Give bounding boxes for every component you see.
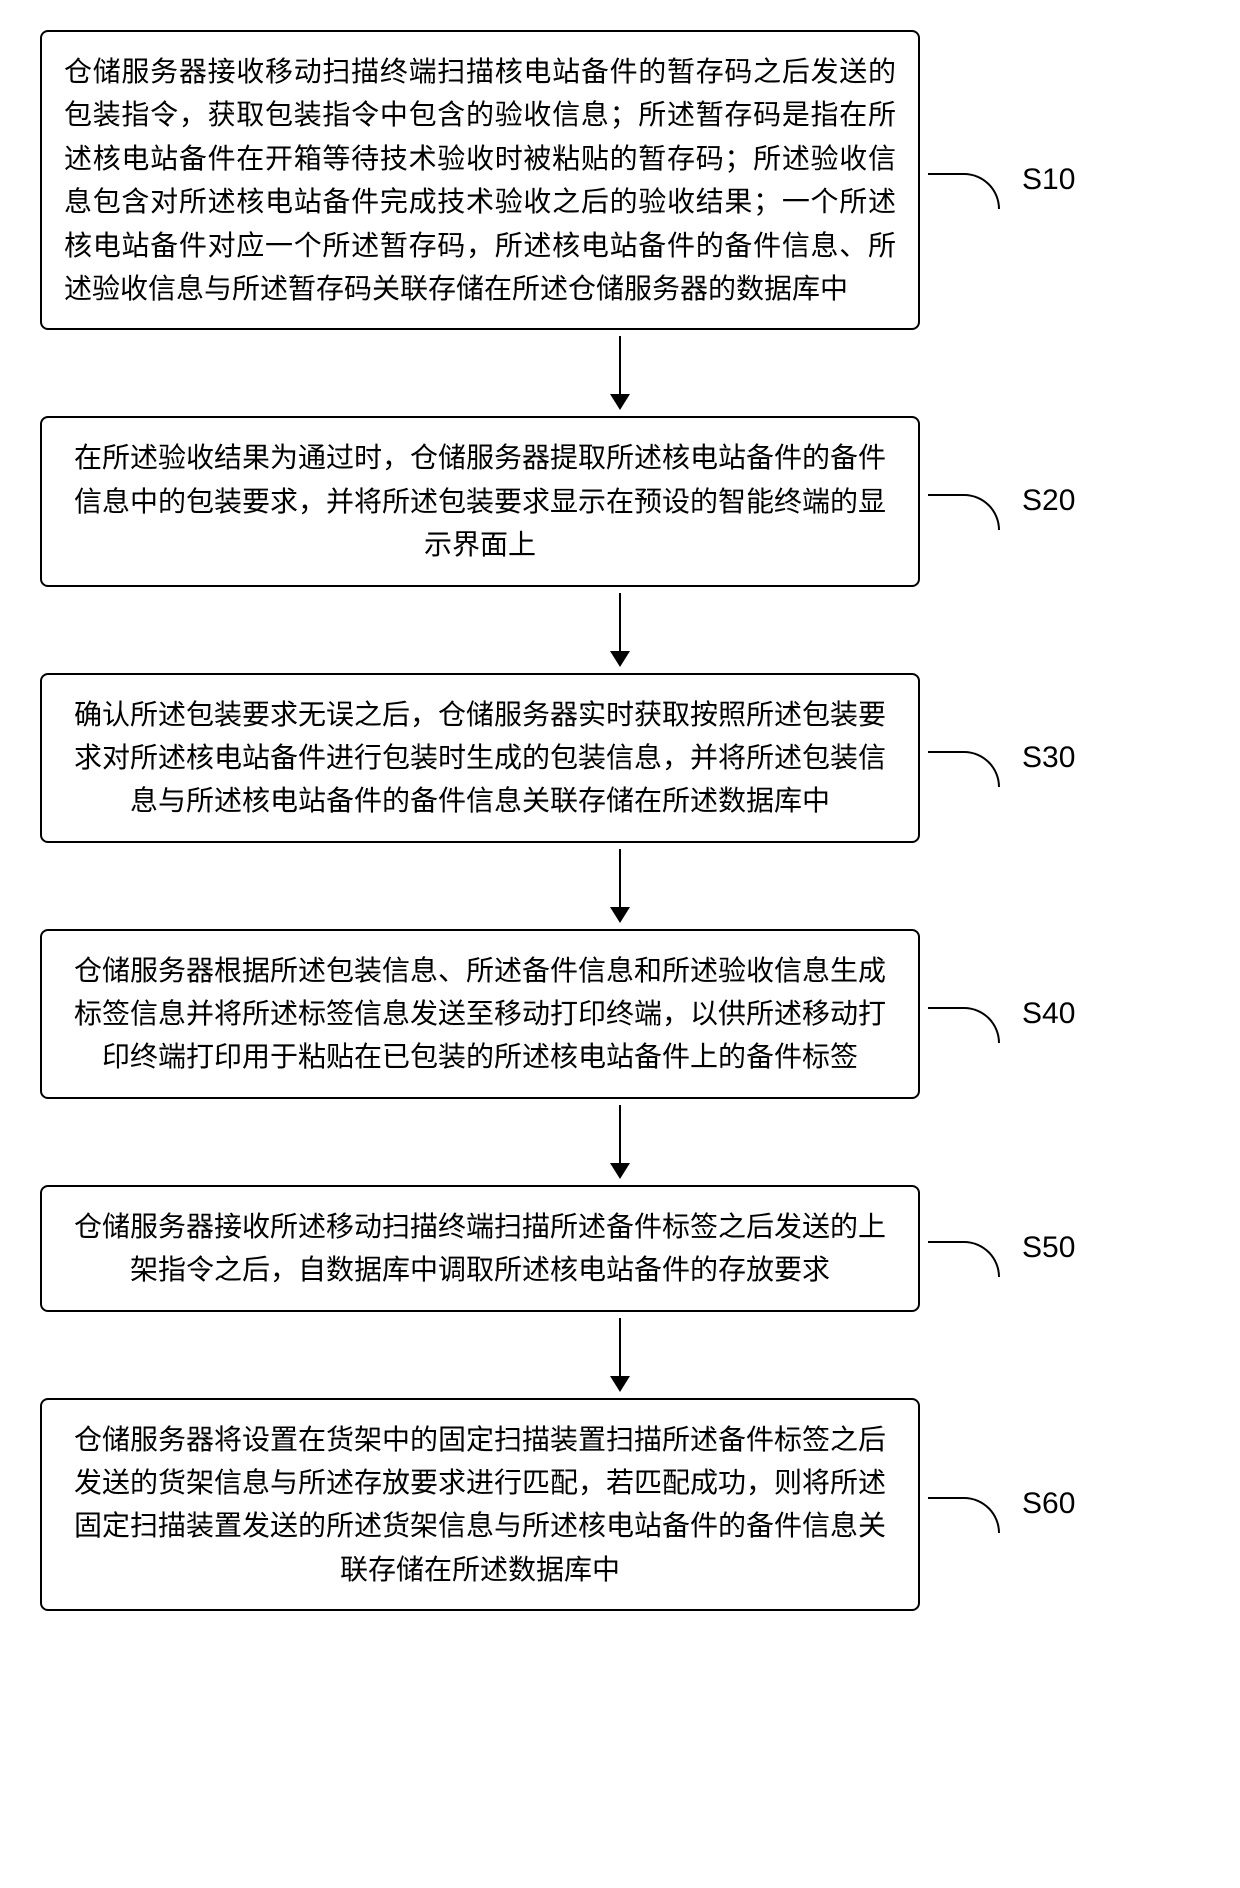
label-link-s50: S50 [928, 1219, 1075, 1277]
label-link-s20: S20 [928, 472, 1075, 530]
bracket-curve [928, 1241, 1000, 1277]
step-row-s40: 仓储服务器根据所述包装信息、所述备件信息和所述验收信息生成标签信息并将所述标签信… [40, 929, 1200, 1099]
step-box-s40: 仓储服务器根据所述包装信息、所述备件信息和所述验收信息生成标签信息并将所述标签信… [40, 929, 920, 1099]
step-box-s20: 在所述验收结果为通过时，仓储服务器提取所述核电站备件的备件信息中的包装要求，并将… [40, 416, 920, 586]
bracket-curve [928, 1497, 1000, 1533]
step-label-s20: S20 [1022, 484, 1075, 518]
step-label-s10: S10 [1022, 163, 1075, 197]
label-link-s60: S60 [928, 1475, 1075, 1533]
step-row-s10: 仓储服务器接收移动扫描终端扫描核电站备件的暂存码之后发送的包装指令，获取包装指令… [40, 30, 1200, 330]
bracket-curve [928, 173, 1000, 209]
bracket-curve [928, 1007, 1000, 1043]
bracket-curve [928, 494, 1000, 530]
arrow-icon [610, 1105, 630, 1179]
step-text-s50: 仓储服务器接收所述移动扫描终端扫描所述备件标签之后发送的上架指令之后，自数据库中… [74, 1211, 886, 1285]
flowchart-container: 仓储服务器接收移动扫描终端扫描核电站备件的暂存码之后发送的包装指令，获取包装指令… [40, 30, 1200, 1611]
arrow-s40-s50 [180, 1105, 1060, 1179]
step-text-s20: 在所述验收结果为通过时，仓储服务器提取所述核电站备件的备件信息中的包装要求，并将… [74, 442, 886, 560]
step-row-s20: 在所述验收结果为通过时，仓储服务器提取所述核电站备件的备件信息中的包装要求，并将… [40, 416, 1200, 586]
step-box-s30: 确认所述包装要求无误之后，仓储服务器实时获取按照所述包装要求对所述核电站备件进行… [40, 673, 920, 843]
arrow-s20-s30 [180, 593, 1060, 667]
label-link-s10: S10 [928, 151, 1075, 209]
step-label-s40: S40 [1022, 997, 1075, 1031]
label-link-s30: S30 [928, 729, 1075, 787]
arrow-s10-s20 [180, 336, 1060, 410]
step-label-s30: S30 [1022, 741, 1075, 775]
step-row-s60: 仓储服务器将设置在货架中的固定扫描装置扫描所述备件标签之后发送的货架信息与所述存… [40, 1398, 1200, 1612]
step-text-s60: 仓储服务器将设置在货架中的固定扫描装置扫描所述备件标签之后发送的货架信息与所述存… [74, 1424, 886, 1585]
arrow-icon [610, 593, 630, 667]
step-box-s60: 仓储服务器将设置在货架中的固定扫描装置扫描所述备件标签之后发送的货架信息与所述存… [40, 1398, 920, 1612]
arrow-s50-s60 [180, 1318, 1060, 1392]
step-box-s10: 仓储服务器接收移动扫描终端扫描核电站备件的暂存码之后发送的包装指令，获取包装指令… [40, 30, 920, 330]
step-label-s60: S60 [1022, 1487, 1075, 1521]
step-label-s50: S50 [1022, 1231, 1075, 1265]
arrow-s30-s40 [180, 849, 1060, 923]
step-row-s50: 仓储服务器接收所述移动扫描终端扫描所述备件标签之后发送的上架指令之后，自数据库中… [40, 1185, 1200, 1312]
step-text-s30: 确认所述包装要求无误之后，仓储服务器实时获取按照所述包装要求对所述核电站备件进行… [74, 699, 886, 817]
bracket-curve [928, 751, 1000, 787]
step-text-s40: 仓储服务器根据所述包装信息、所述备件信息和所述验收信息生成标签信息并将所述标签信… [74, 955, 886, 1073]
step-text-s10: 仓储服务器接收移动扫描终端扫描核电站备件的暂存码之后发送的包装指令，获取包装指令… [64, 56, 896, 304]
arrow-icon [610, 1318, 630, 1392]
arrow-icon [610, 336, 630, 410]
label-link-s40: S40 [928, 985, 1075, 1043]
step-box-s50: 仓储服务器接收所述移动扫描终端扫描所述备件标签之后发送的上架指令之后，自数据库中… [40, 1185, 920, 1312]
arrow-icon [610, 849, 630, 923]
step-row-s30: 确认所述包装要求无误之后，仓储服务器实时获取按照所述包装要求对所述核电站备件进行… [40, 673, 1200, 843]
